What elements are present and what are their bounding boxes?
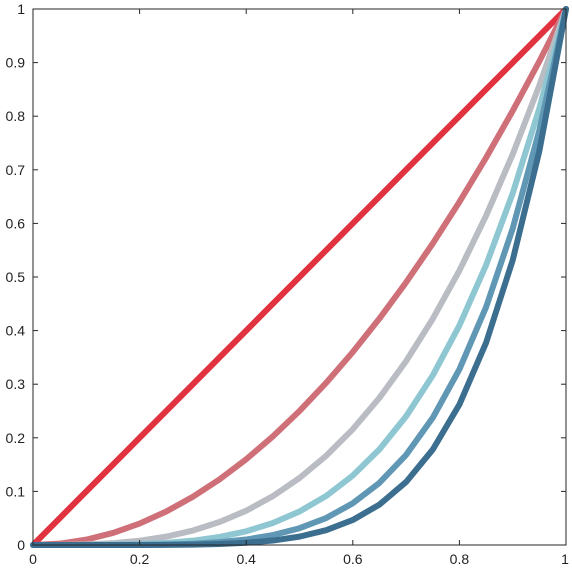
- y-tick-label: 0: [17, 537, 25, 553]
- x-tick-label: 0.8: [450, 551, 470, 567]
- y-tick-label: 0.4: [6, 323, 26, 339]
- y-tick-label: 0.3: [6, 376, 26, 392]
- y-tick-label: 0.2: [6, 430, 26, 446]
- series-line-2: [30, 6, 569, 548]
- x-tick-label: 0.4: [236, 551, 256, 567]
- y-tick-label: 0.5: [6, 269, 26, 285]
- x-tick-label: 0.6: [343, 551, 363, 567]
- series-line-1: [30, 6, 569, 548]
- x-tick-label: 0.2: [130, 551, 150, 567]
- y-tick-label: 0.1: [6, 483, 26, 499]
- x-tick-label: 1: [561, 551, 569, 567]
- label-layer: 0 0.2 0.4 0.6 0.8 1 0 0.1 0.2 0.3 0.4 0.5 0.6 0.7 0.8 0…: [6, 1, 570, 567]
- tick-layer: [32, 8, 567, 546]
- y-tick-label: 0.9: [6, 55, 26, 71]
- x-tick-label: 0: [29, 551, 37, 567]
- y-tick-label: 1: [17, 1, 25, 17]
- y-tick-label: 0.7: [6, 162, 26, 178]
- y-tick-label: 0.8: [6, 108, 26, 124]
- y-tick-label: 0.6: [6, 215, 26, 231]
